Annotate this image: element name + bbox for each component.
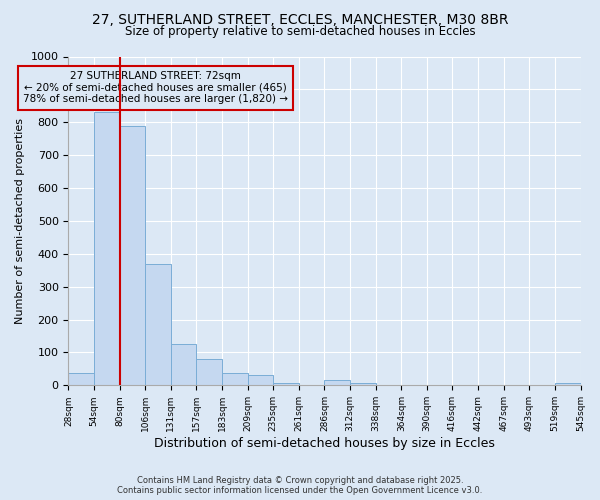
Bar <box>171 344 196 386</box>
Bar <box>273 382 299 386</box>
Bar <box>119 126 145 386</box>
Bar <box>350 382 376 386</box>
Bar <box>325 380 350 386</box>
Text: Contains HM Land Registry data © Crown copyright and database right 2025.
Contai: Contains HM Land Registry data © Crown c… <box>118 476 482 495</box>
Text: Size of property relative to semi-detached houses in Eccles: Size of property relative to semi-detach… <box>125 25 475 38</box>
Bar <box>145 264 171 386</box>
Text: 27, SUTHERLAND STREET, ECCLES, MANCHESTER, M30 8BR: 27, SUTHERLAND STREET, ECCLES, MANCHESTE… <box>92 12 508 26</box>
Text: 27 SUTHERLAND STREET: 72sqm
← 20% of semi-detached houses are smaller (465)
78% : 27 SUTHERLAND STREET: 72sqm ← 20% of sem… <box>23 72 288 104</box>
Bar <box>196 359 222 386</box>
Y-axis label: Number of semi-detached properties: Number of semi-detached properties <box>15 118 25 324</box>
Bar <box>68 373 94 386</box>
Bar <box>555 382 581 386</box>
X-axis label: Distribution of semi-detached houses by size in Eccles: Distribution of semi-detached houses by … <box>154 437 495 450</box>
Bar <box>222 373 248 386</box>
Bar <box>248 375 273 386</box>
Bar <box>94 112 119 386</box>
